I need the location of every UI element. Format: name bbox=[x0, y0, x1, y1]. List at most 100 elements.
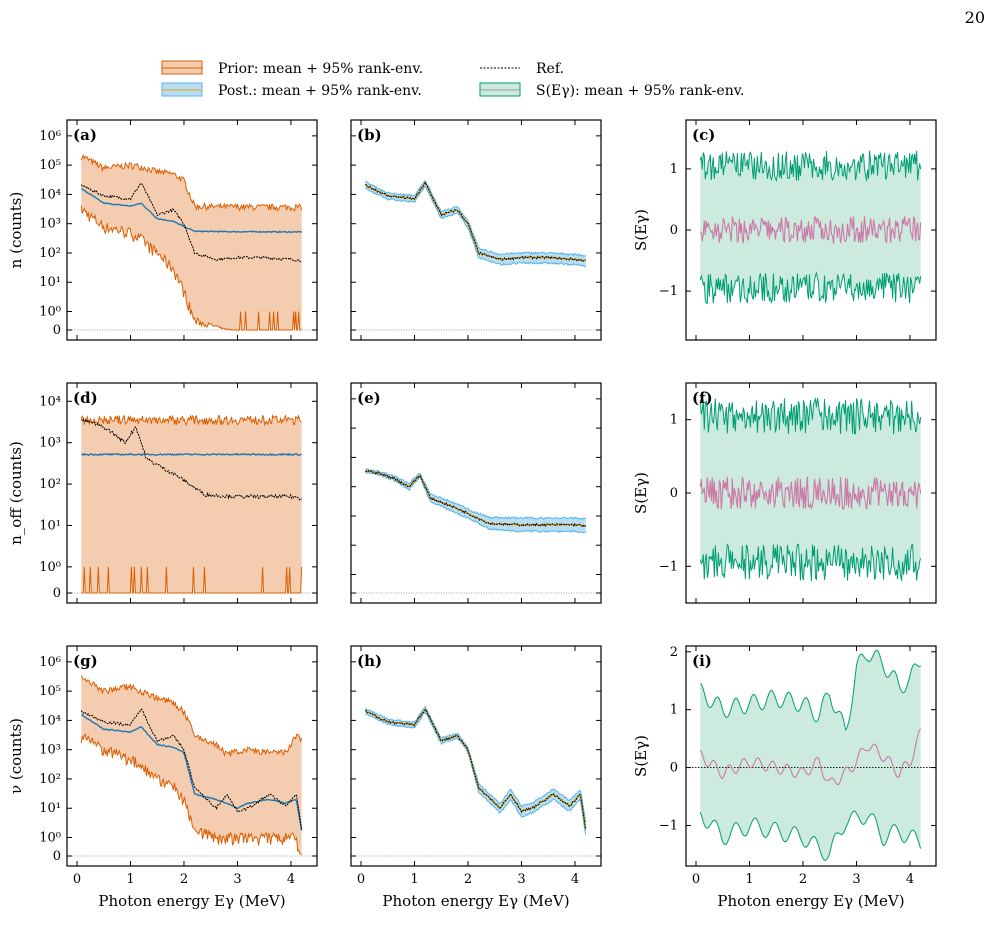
y-tick-label: 10⁵ bbox=[39, 158, 61, 173]
panel-label: (d) bbox=[73, 389, 98, 407]
panel-label: (e) bbox=[357, 389, 381, 407]
plot-area bbox=[67, 675, 317, 857]
s-mean-line bbox=[699, 728, 922, 786]
y-tick-label: 10⁰ bbox=[39, 305, 61, 320]
envelope-upper bbox=[365, 180, 587, 258]
plot-area bbox=[351, 468, 601, 594]
y-tick-label: 10¹ bbox=[39, 275, 61, 290]
y-tick-label: 10² bbox=[39, 477, 61, 492]
s-envelope-upper bbox=[699, 150, 922, 183]
envelope-upper bbox=[364, 706, 587, 823]
y-tick-label: 10⁴ bbox=[39, 394, 61, 409]
y-tick-label: 2 bbox=[670, 645, 678, 660]
y-tick-label: 10⁴ bbox=[39, 713, 61, 728]
x-tick-label: 4 bbox=[571, 872, 579, 887]
panel-frame bbox=[350, 382, 602, 604]
s-envelope-lower bbox=[699, 271, 922, 304]
s-envelope bbox=[700, 150, 921, 304]
panel-label: (g) bbox=[73, 652, 98, 670]
y-tick-label: 10⁴ bbox=[39, 187, 61, 202]
prior-mean-line bbox=[81, 452, 302, 457]
reference-line bbox=[365, 181, 587, 262]
y-axis-label: S(Eγ) bbox=[632, 472, 650, 514]
legend-label-ref: Ref. bbox=[536, 61, 564, 77]
y-axis-label: S(Eγ) bbox=[632, 209, 650, 251]
panel-frame bbox=[350, 119, 602, 341]
envelope-lower bbox=[80, 732, 303, 856]
x-tick-label: 3 bbox=[517, 872, 525, 887]
prior-envelope bbox=[81, 155, 302, 330]
y-tick-label: 10³ bbox=[39, 743, 61, 758]
y-tick-label: 0 bbox=[53, 849, 61, 864]
s-envelope-lower bbox=[699, 810, 922, 861]
y-tick-label: 10² bbox=[39, 772, 61, 787]
y-tick-label: 10⁶ bbox=[39, 655, 61, 670]
envelope-lower bbox=[365, 186, 586, 268]
y-tick-label: 0 bbox=[53, 586, 61, 601]
y-tick-label: 1 bbox=[670, 413, 678, 428]
panel-label: (a) bbox=[73, 126, 97, 144]
y-tick-label: 10³ bbox=[39, 217, 61, 232]
s-envelope bbox=[700, 650, 921, 861]
plot-area bbox=[351, 706, 601, 857]
s-mean-line bbox=[699, 215, 922, 244]
prior-mean-line bbox=[81, 188, 302, 234]
x-tick-label: 2 bbox=[464, 872, 472, 887]
posterior-mean-line bbox=[364, 181, 586, 262]
y-tick-label: 10¹ bbox=[39, 801, 61, 816]
y-tick-label: 0 bbox=[670, 486, 678, 501]
panel-f: −1 0 1 (f) S(Eγ) bbox=[632, 382, 937, 604]
y-tick-label: 10⁰ bbox=[39, 560, 61, 575]
envelope-lower bbox=[364, 710, 587, 835]
y-tick-label: 0 bbox=[53, 323, 61, 338]
y-axis-label: n_off (counts) bbox=[7, 441, 25, 545]
reference-line bbox=[80, 418, 302, 501]
panel-frame bbox=[685, 645, 937, 867]
x-tick-label: 3 bbox=[233, 872, 241, 887]
y-tick-label: 10⁰ bbox=[39, 831, 61, 846]
panel-frame bbox=[350, 645, 602, 867]
panel-label: (i) bbox=[692, 652, 712, 670]
plot-area bbox=[351, 180, 601, 331]
panel-a: 0 10⁰ 10¹ 10² 10³ 10⁴ 10⁵ 10⁶ (a) n (counts) bbox=[7, 119, 318, 341]
legend-label-s: S(Eγ): mean + 95% rank-env. bbox=[536, 83, 744, 99]
envelope-upper bbox=[80, 414, 302, 427]
reference-line bbox=[80, 708, 303, 831]
posterior-mean-line bbox=[364, 708, 587, 829]
plot-area bbox=[699, 397, 922, 582]
panel-c: −1 0 1 (c) S(Eγ) bbox=[632, 119, 937, 341]
s-envelope-upper bbox=[699, 397, 922, 435]
y-tick-label: 10³ bbox=[39, 436, 61, 451]
y-tick-label: 10⁵ bbox=[39, 684, 61, 699]
y-tick-label: 10¹ bbox=[39, 518, 61, 533]
y-tick-label: −1 bbox=[659, 818, 678, 833]
envelope-lower bbox=[80, 205, 302, 331]
reference-line bbox=[365, 469, 587, 528]
x-tick-label: 0 bbox=[692, 872, 700, 887]
y-tick-label: −1 bbox=[659, 559, 678, 574]
legend-label-prior: Prior: mean + 95% rank-env. bbox=[218, 61, 423, 77]
reference-line bbox=[80, 182, 302, 263]
y-tick-label: 10⁶ bbox=[39, 129, 61, 144]
plot-area bbox=[67, 414, 317, 594]
y-tick-label: −1 bbox=[659, 284, 678, 299]
panel-frame bbox=[66, 645, 318, 867]
plot-area bbox=[699, 150, 922, 304]
panel-b: (b) bbox=[350, 119, 602, 341]
envelope-lower bbox=[364, 471, 586, 534]
legend: Prior: mean + 95% rank-env. Ref. Post.: me… bbox=[161, 60, 744, 99]
x-tick-label: 4 bbox=[906, 872, 914, 887]
x-tick-label: 0 bbox=[357, 872, 365, 887]
envelope-lower bbox=[81, 566, 303, 594]
y-tick-label: 1 bbox=[670, 703, 678, 718]
s-envelope-upper bbox=[700, 649, 921, 731]
envelope-upper bbox=[80, 675, 303, 758]
x-axis-label: Photon energy Eγ (MeV) bbox=[717, 892, 904, 910]
x-tick-label: 1 bbox=[126, 872, 134, 887]
s-envelope-lower bbox=[699, 543, 922, 582]
panel-frame bbox=[66, 382, 318, 604]
